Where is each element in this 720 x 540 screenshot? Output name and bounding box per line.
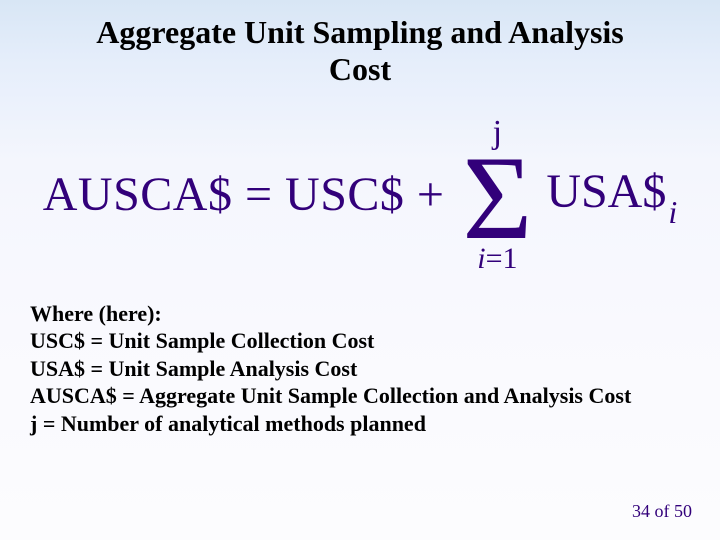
- sum-lower-one: 1: [503, 242, 518, 275]
- definitions-block: Where (here): USC$ = Unit Sample Collect…: [0, 300, 720, 438]
- title-line-2: Cost: [329, 51, 391, 87]
- sigma-symbol: Σ: [462, 144, 532, 252]
- rhs-subscript: i: [668, 194, 677, 230]
- defs-line-4: j = Number of analytical methods planned: [30, 410, 690, 438]
- page-current: 34: [632, 501, 650, 521]
- page-total: 50: [674, 501, 692, 521]
- page-of: of: [650, 501, 674, 521]
- title-line-1: Aggregate Unit Sampling and Analysis: [96, 14, 624, 50]
- formula-lhs: AUSCA$ = USC$ +: [43, 167, 445, 222]
- sum-lower-eq: =: [486, 242, 503, 275]
- formula-rhs: USA$i: [546, 164, 677, 226]
- defs-line-3: AUSCA$ = Aggregate Unit Sample Collectio…: [30, 382, 690, 410]
- page-indicator: 34 of 50: [632, 501, 692, 522]
- sum-lower-i: i: [477, 242, 485, 275]
- summation: j Σ i=1: [462, 116, 532, 274]
- defs-heading: Where (here):: [30, 300, 690, 328]
- sum-lower-limit: i=1: [477, 244, 517, 274]
- rhs-base: USA$: [546, 165, 666, 218]
- formula-block: AUSCA$ = USC$ + j Σ i=1 USA$i: [0, 116, 720, 274]
- defs-line-1: USC$ = Unit Sample Collection Cost: [30, 327, 690, 355]
- defs-line-2: USA$ = Unit Sample Analysis Cost: [30, 355, 690, 383]
- slide-title: Aggregate Unit Sampling and Analysis Cos…: [0, 0, 720, 88]
